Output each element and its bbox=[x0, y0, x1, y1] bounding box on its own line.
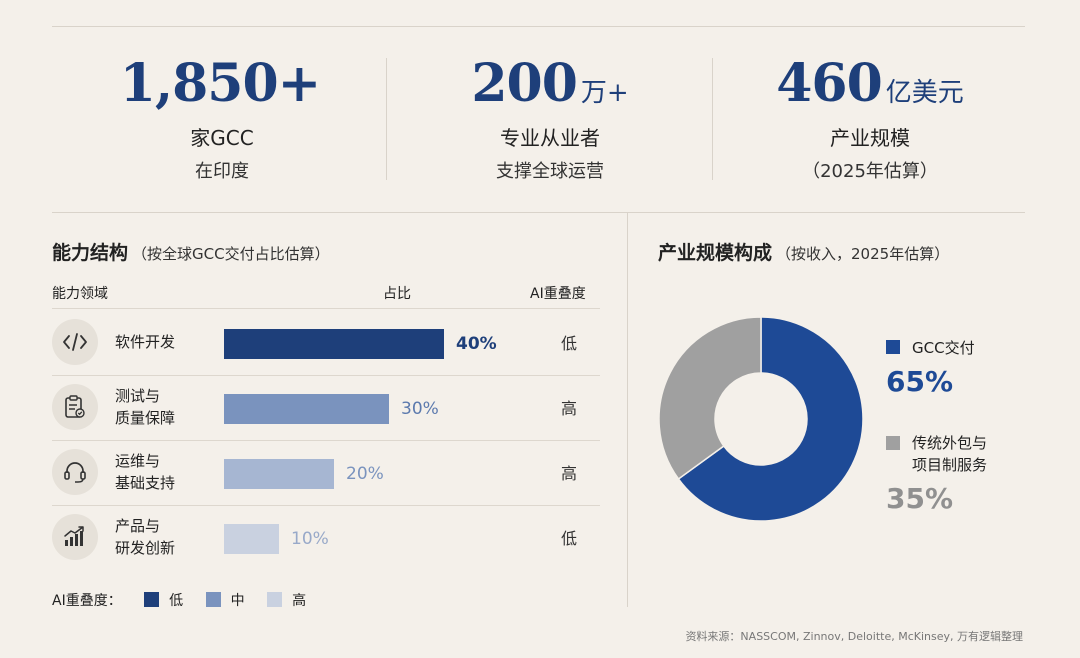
stat-industry-size: 460 亿美元 产业规模 （2025年估算） bbox=[720, 52, 1020, 183]
share-bar bbox=[224, 329, 444, 359]
overlap-value: 低 bbox=[560, 529, 577, 548]
share-value: 40% bbox=[456, 334, 497, 354]
revenue-donut-chart bbox=[658, 316, 864, 522]
stat-divider-1 bbox=[386, 58, 387, 180]
section-rule bbox=[52, 212, 1025, 213]
legend-item-low: 低 bbox=[144, 590, 183, 610]
stat-value: 200 bbox=[471, 53, 578, 114]
header-divider bbox=[52, 308, 600, 309]
stat-sublabel: 在印度 bbox=[195, 161, 249, 182]
capability-title-text: 能力结构 bbox=[52, 242, 129, 264]
clipboard-check-icon bbox=[52, 384, 98, 430]
legend-label: 低 bbox=[169, 593, 184, 609]
share-value: 30% bbox=[401, 399, 439, 419]
capability-subtitle: （按全球GCC交付占比估算） bbox=[132, 245, 330, 263]
row-divider bbox=[52, 440, 600, 441]
row-ops: 运维与 基础支持 20% 高 bbox=[52, 440, 600, 505]
overlap-value: 低 bbox=[560, 334, 577, 353]
share-value: 10% bbox=[291, 529, 329, 549]
stat-label: 产业规模 bbox=[830, 126, 910, 150]
share-bar bbox=[224, 459, 334, 489]
stat-sublabel: （2025年估算） bbox=[802, 161, 938, 182]
capability-title: 能力结构 （按全球GCC交付占比估算） bbox=[52, 238, 330, 265]
capability-label: 软件开发 bbox=[115, 333, 176, 351]
slice-value: 35% bbox=[886, 482, 954, 515]
donut-legend-gcc: GCC交付 65% bbox=[886, 337, 975, 398]
stat-divider-2 bbox=[712, 58, 713, 180]
top-rule bbox=[52, 26, 1025, 27]
stat-value: 1,850+ bbox=[119, 53, 321, 114]
legend-label: 高 bbox=[292, 593, 307, 609]
stat-value: 460 bbox=[776, 53, 883, 114]
row-divider bbox=[52, 505, 600, 506]
header-share: 占比 bbox=[383, 286, 411, 302]
stat-label: 家GCC bbox=[190, 126, 254, 150]
row-divider bbox=[52, 375, 600, 376]
donut-slice-outsourcing bbox=[658, 316, 762, 481]
overlap-legend: AI重叠度： 低 中 高 bbox=[52, 590, 324, 610]
capability-label: 运维与 基础支持 bbox=[115, 452, 176, 492]
stat-sublabel: 支撑全球运营 bbox=[496, 161, 604, 182]
panel-divider bbox=[627, 212, 628, 607]
legend-title: AI重叠度： bbox=[52, 593, 122, 609]
legend-swatch bbox=[886, 340, 900, 354]
source-note: 资料来源：NASSCOM, Zinnov, Deloitte, McKinsey… bbox=[685, 630, 1023, 643]
overlap-value: 高 bbox=[560, 399, 577, 418]
row-product: 产品与 研发创新 10% 低 bbox=[52, 505, 600, 570]
legend-label: 中 bbox=[230, 593, 245, 609]
bar-chart-icon bbox=[52, 514, 98, 560]
slice-label: 传统外包与 项目制服务 bbox=[912, 434, 988, 474]
header-area: 能力领域 bbox=[52, 286, 108, 302]
share-bar bbox=[224, 524, 279, 554]
legend-swatch bbox=[267, 592, 283, 607]
code-icon bbox=[52, 319, 98, 365]
legend-swatch bbox=[144, 592, 160, 607]
legend-swatch bbox=[205, 592, 221, 607]
donut-legend-outsourcing: 传统外包与 项目制服务 35% bbox=[886, 432, 987, 515]
overlap-value: 高 bbox=[560, 464, 577, 483]
stat-gcc-count: 1,850+ 家GCC 在印度 bbox=[72, 52, 372, 183]
row-testing: 测试与 质量保障 30% 高 bbox=[52, 375, 600, 440]
stat-unit: 万+ bbox=[580, 78, 629, 108]
share-value: 20% bbox=[346, 464, 384, 484]
donut-slice-gcc bbox=[677, 316, 864, 522]
slice-value: 65% bbox=[886, 365, 954, 398]
industry-subtitle: （按收入，2025年估算） bbox=[776, 245, 950, 263]
header-overlap: AI重叠度 bbox=[530, 286, 586, 302]
legend-item-high: 高 bbox=[267, 590, 306, 610]
legend-swatch bbox=[886, 436, 900, 450]
share-bar bbox=[224, 394, 389, 424]
stat-unit: 亿美元 bbox=[885, 78, 964, 108]
row-software: 软件开发 40% 低 bbox=[52, 310, 600, 375]
legend-item-mid: 中 bbox=[205, 590, 245, 610]
industry-title-text: 产业规模构成 bbox=[658, 242, 773, 264]
industry-title: 产业规模构成 （按收入，2025年估算） bbox=[658, 238, 949, 265]
headset-icon bbox=[52, 449, 98, 495]
capability-label: 产品与 研发创新 bbox=[115, 517, 176, 557]
slice-label: GCC交付 bbox=[912, 339, 975, 357]
capability-label: 测试与 质量保障 bbox=[115, 387, 176, 427]
stat-workforce: 200 万+ 专业从业者 支撑全球运营 bbox=[400, 52, 700, 183]
stat-label: 专业从业者 bbox=[500, 126, 600, 150]
